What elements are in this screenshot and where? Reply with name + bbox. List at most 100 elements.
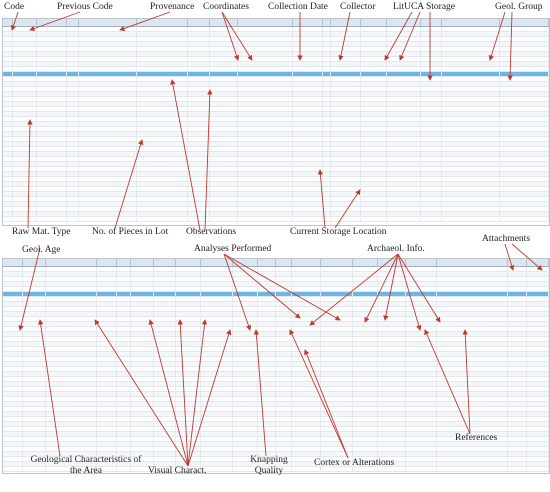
table-cell — [353, 337, 379, 341]
table-cell — [361, 217, 388, 221]
table-cell — [154, 447, 176, 451]
table-cell — [508, 452, 528, 456]
table-cell — [323, 107, 331, 111]
table-cell — [154, 332, 176, 336]
table-cell — [97, 432, 117, 436]
table-cell — [387, 82, 422, 86]
table-cell — [500, 202, 549, 206]
table-cell — [79, 122, 137, 126]
table-cell — [500, 132, 549, 136]
table-cell — [79, 57, 137, 61]
table-cell — [67, 142, 79, 146]
table-bottom-header — [3, 259, 549, 267]
table-cell — [117, 282, 131, 286]
table-cell — [406, 387, 438, 391]
table-cell — [361, 77, 388, 81]
table-cell — [421, 177, 442, 181]
table-cell — [258, 372, 277, 376]
table-cell — [293, 182, 324, 186]
table-cell — [210, 202, 239, 206]
table-cell — [46, 412, 98, 416]
table-cell — [79, 112, 137, 116]
table-cell — [67, 192, 79, 196]
table-cell — [353, 322, 379, 326]
table-cell — [13, 147, 37, 151]
table-cell — [79, 172, 137, 176]
table-row — [3, 172, 549, 177]
table-cell — [527, 327, 549, 331]
table-cell — [421, 32, 442, 36]
table-cell — [37, 97, 68, 101]
table-cell — [323, 97, 331, 101]
table-cell — [210, 212, 239, 216]
table-cell — [37, 122, 68, 126]
table-cell — [46, 347, 98, 351]
table-cell — [421, 67, 442, 71]
table-cell — [238, 197, 293, 201]
table-cell — [67, 87, 79, 91]
table-cell — [258, 417, 277, 421]
table-cell — [3, 127, 13, 131]
table-cell — [437, 317, 508, 321]
table-cell — [387, 87, 422, 91]
table-cell — [437, 372, 508, 376]
table-cell — [3, 382, 23, 386]
table-cell — [3, 197, 13, 201]
table-cell — [188, 112, 211, 116]
table-cell — [117, 432, 131, 436]
table-cell — [258, 342, 277, 346]
table-cell — [97, 372, 117, 376]
label-geol-group: Geol. Group — [495, 2, 543, 12]
table-cell — [3, 137, 13, 141]
table-cell — [131, 317, 155, 321]
table-cell — [292, 407, 322, 411]
table-cell — [406, 337, 438, 341]
table-cell — [176, 342, 202, 346]
table-cell — [321, 467, 353, 471]
table-cell — [353, 277, 379, 281]
table-cell — [353, 407, 379, 411]
table-cell — [13, 102, 37, 106]
table-cell — [188, 92, 211, 96]
table-cell — [3, 57, 13, 61]
table-cell — [378, 302, 406, 306]
table-cell — [353, 282, 379, 286]
table-cell — [79, 77, 137, 81]
table-cell — [46, 362, 98, 366]
table-cell — [117, 402, 131, 406]
table-cell — [508, 312, 528, 316]
table-cell — [79, 117, 137, 121]
table-cell — [23, 272, 47, 276]
table-cell — [500, 97, 549, 101]
table-cell — [46, 312, 98, 316]
table-cell — [361, 42, 388, 46]
table-cell — [276, 422, 292, 426]
table-cell — [117, 467, 131, 471]
table-cell — [406, 282, 438, 286]
table-cell — [46, 387, 98, 391]
table-cell — [500, 67, 549, 71]
table-cell — [154, 312, 176, 316]
table-cell — [421, 87, 442, 91]
table-cell — [378, 427, 406, 431]
table-cell — [442, 182, 501, 186]
table-cell — [500, 172, 549, 176]
table-cell — [79, 107, 137, 111]
table-cell — [137, 62, 188, 66]
table-cell — [154, 277, 176, 281]
table-cell — [3, 202, 13, 206]
table-cell — [210, 87, 239, 91]
table-cell — [46, 287, 98, 291]
table-cell — [67, 162, 79, 166]
table-cell — [79, 92, 137, 96]
table-cell — [67, 82, 79, 86]
table-cell — [131, 307, 155, 311]
table-cell — [527, 422, 549, 426]
table-cell — [46, 297, 98, 301]
table-cell — [37, 187, 68, 191]
table-cell — [378, 357, 406, 361]
table-cell — [46, 337, 98, 341]
table-cell — [238, 57, 293, 61]
table-cell — [117, 437, 131, 441]
table-cell — [23, 277, 47, 281]
